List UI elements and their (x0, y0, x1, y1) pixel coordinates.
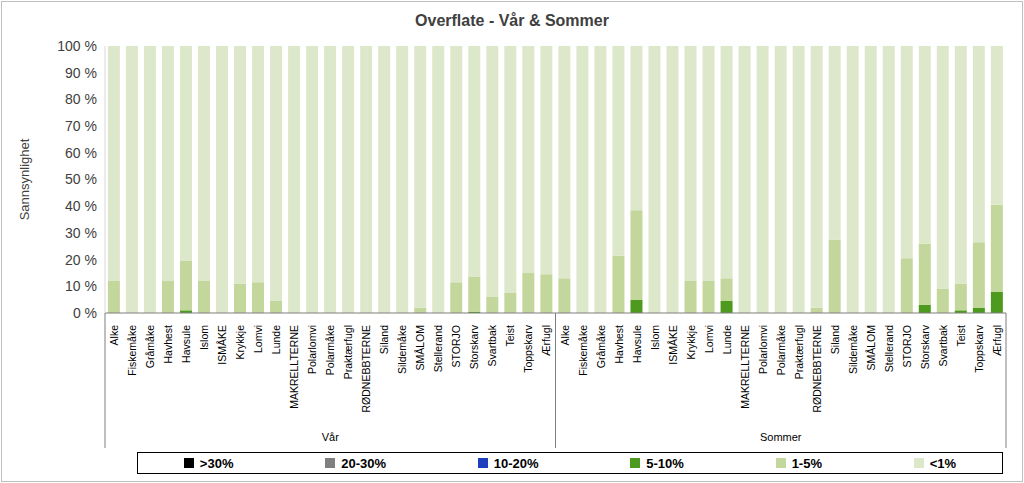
svg-text:Vår: Vår (322, 431, 339, 443)
svg-text:Lunde: Lunde (270, 325, 282, 354)
svg-text:Polarlomvi: Polarlomvi (306, 325, 318, 374)
svg-text:Toppskarv: Toppskarv (522, 324, 534, 373)
svg-text:Storskarv: Storskarv (919, 324, 931, 369)
svg-text:Krykkje: Krykkje (234, 325, 246, 360)
svg-text:SMÅLOM: SMÅLOM (414, 325, 426, 371)
svg-text:50 %: 50 % (65, 171, 97, 187)
svg-text:Havsule: Havsule (631, 325, 643, 363)
svg-text:Gråmåke: Gråmåke (595, 325, 607, 368)
html-text:>30%: >30% (199, 455, 234, 471)
svg-text:30 %: 30 % (65, 225, 97, 241)
svg-text:Alke: Alke (108, 325, 120, 346)
svg-text:Ærfugl: Ærfugl (540, 325, 552, 356)
svg-text:Polarlomvi: Polarlomvi (757, 325, 769, 374)
svg-text:Teist: Teist (955, 325, 967, 347)
svg-text:Ærfugl: Ærfugl (991, 325, 1003, 356)
svg-text:Polarmåke: Polarmåke (324, 325, 336, 375)
svg-text:20 %: 20 % (65, 252, 97, 268)
svg-text:Krykkje: Krykkje (685, 325, 697, 360)
svg-text:Stellerand: Stellerand (883, 325, 895, 372)
svg-text:Siland: Siland (378, 325, 390, 354)
svg-text:60 %: 60 % (65, 145, 97, 161)
svg-text:Siland: Siland (829, 325, 841, 354)
svg-text:Stellerand: Stellerand (432, 325, 444, 372)
html-text:<1%: <1% (929, 455, 957, 471)
svg-text:Sannsynlighet: Sannsynlighet (17, 138, 32, 220)
svg-text:Lomvi: Lomvi (703, 325, 715, 353)
html-text:20-30%: 20-30% (341, 455, 386, 471)
svg-text:Sildemåke: Sildemåke (396, 325, 408, 374)
svg-text:Teist: Teist (504, 325, 516, 347)
svg-text:40 %: 40 % (65, 198, 97, 214)
svg-text:RØDNEBBTERNE: RØDNEBBTERNE (811, 325, 823, 413)
svg-text:Praktærfugl: Praktærfugl (342, 325, 354, 379)
html-text:10-20%: 10-20% (493, 455, 539, 471)
html-text:1-5%: 1-5% (791, 455, 822, 471)
svg-text:MAKRELLTERNE: MAKRELLTERNE (739, 325, 751, 409)
svg-text:Havhest: Havhest (613, 325, 625, 364)
svg-text:Lunde: Lunde (721, 325, 733, 354)
svg-text:Toppskarv: Toppskarv (973, 324, 985, 373)
svg-text:STORJO: STORJO (450, 325, 462, 367)
svg-text:Praktærfugl: Praktærfugl (793, 325, 805, 379)
svg-text:Sommer: Sommer (760, 431, 802, 443)
svg-text:Havhest: Havhest (162, 325, 174, 364)
svg-text:MAKRELLTERNE: MAKRELLTERNE (288, 325, 300, 409)
svg-text:Svartbak: Svartbak (486, 324, 498, 366)
svg-text:80 %: 80 % (65, 91, 97, 107)
svg-text:ISMÅKE: ISMÅKE (216, 325, 228, 365)
svg-text:Polarmåke: Polarmåke (775, 325, 787, 375)
svg-text:SMÅLOM: SMÅLOM (865, 325, 877, 371)
svg-text:10 %: 10 % (65, 278, 97, 294)
svg-text:Islom: Islom (198, 325, 210, 350)
svg-text:Islom: Islom (649, 325, 661, 350)
svg-text:Alke: Alke (559, 325, 571, 346)
svg-text:90 %: 90 % (65, 65, 97, 81)
svg-text:0 %: 0 % (73, 305, 97, 321)
svg-text:Lomvi: Lomvi (252, 325, 264, 353)
svg-text:ISMÅKE: ISMÅKE (667, 325, 679, 365)
svg-text:Fiskemåke: Fiskemåke (577, 325, 589, 376)
svg-text:Gråmåke: Gråmåke (144, 325, 156, 368)
svg-text:Fiskemåke: Fiskemåke (126, 325, 138, 376)
svg-text:Havsule: Havsule (180, 325, 192, 363)
svg-text:Storskarv: Storskarv (468, 324, 480, 369)
svg-text:Sildemåke: Sildemåke (847, 325, 859, 374)
svg-text:100 %: 100 % (57, 38, 97, 54)
svg-text:Svartbak: Svartbak (937, 324, 949, 366)
html-text:5-10%: 5-10% (646, 455, 684, 471)
svg-text:70 %: 70 % (65, 118, 97, 134)
svg-text:RØDNEBBTERNE: RØDNEBBTERNE (360, 325, 372, 413)
svg-text:STORJO: STORJO (901, 325, 913, 367)
html-text:Overflate - Vår & Sommer: Overflate - Vår & Sommer (415, 12, 609, 29)
